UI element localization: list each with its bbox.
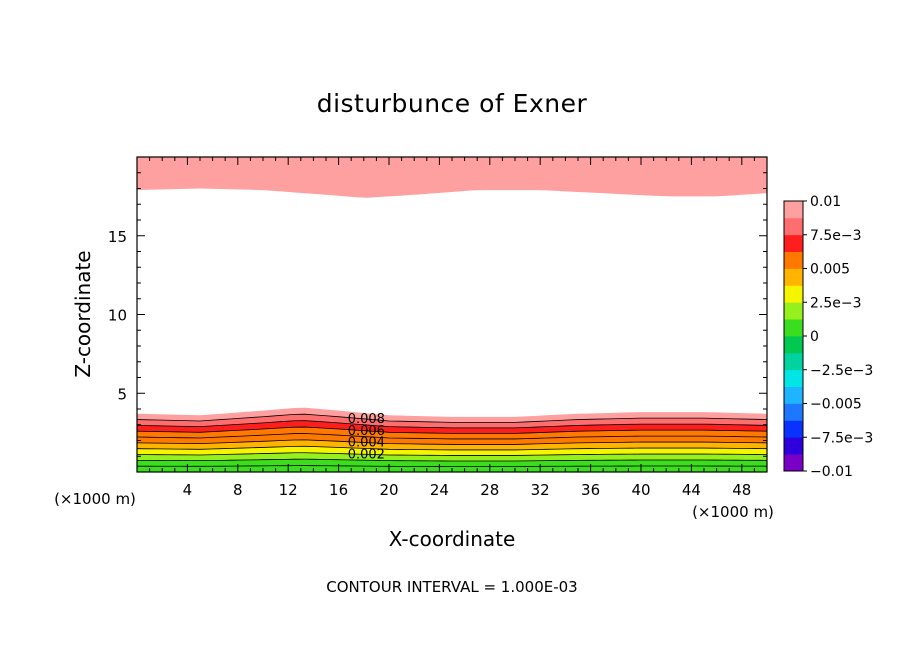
x-tick-label: 24 xyxy=(430,481,449,499)
x-tick-label: 48 xyxy=(732,481,751,499)
contour-line xyxy=(137,445,767,451)
x-tick-label: 8 xyxy=(233,481,243,499)
colorbar-label: 0 xyxy=(810,329,819,345)
colorbar-swatch xyxy=(784,251,803,269)
y-axis: 5 10 15 xyxy=(108,172,767,457)
bottom-band-layer xyxy=(137,427,767,439)
x-tick-label: 32 xyxy=(531,481,550,499)
x-tick-label: 36 xyxy=(581,481,600,499)
x-tick-label: 28 xyxy=(480,481,499,499)
x-unit-left: (×1000 m) xyxy=(54,490,136,508)
colorbar-label: −0.01 xyxy=(810,464,853,480)
contour-label: 0.008 xyxy=(348,412,385,427)
colorbar-swatch xyxy=(784,285,803,303)
x-tick-label: 40 xyxy=(631,481,650,499)
colorbar-label: −2.5e−3 xyxy=(810,363,873,379)
colorbar-label: −7.5e−3 xyxy=(810,430,873,446)
contour-line xyxy=(137,420,767,429)
colorbar-swatch xyxy=(784,336,803,354)
x-tick-label: 16 xyxy=(329,481,348,499)
bottom-band-layer xyxy=(137,420,767,434)
contour-label: 0.004 xyxy=(348,436,385,451)
colorbar-swatch xyxy=(784,403,803,421)
x-tick-label: 4 xyxy=(183,481,193,499)
colorbar-label: −0.005 xyxy=(810,397,862,413)
colorbar-swatch xyxy=(784,302,803,320)
contour-fill-area xyxy=(137,157,767,472)
colorbar: 0.01 7.5e−3 0.005 2.5e−3 0 −2.5e−3 −0.005 −7.5e… xyxy=(783,194,873,480)
x-tick-label: 20 xyxy=(379,481,398,499)
colorbar-swatch xyxy=(784,352,803,371)
bottom-band-layer xyxy=(137,439,767,450)
colorbar-label: 2.5e−3 xyxy=(810,295,862,311)
top-band-inner xyxy=(137,157,767,186)
y-tick-label: 15 xyxy=(108,228,127,246)
colorbar-swatch xyxy=(784,386,803,404)
colorbar-swatch xyxy=(784,420,803,438)
contour-line xyxy=(137,433,767,440)
contour-label: 0.002 xyxy=(348,447,385,462)
colorbar-swatch xyxy=(784,234,803,253)
colorbar-swatch xyxy=(784,369,803,388)
colorbar-swatch xyxy=(784,217,803,236)
colorbar-label: 7.5e−3 xyxy=(810,228,862,244)
colorbar-swatch xyxy=(784,319,803,337)
colorbar-swatch xyxy=(784,454,803,472)
x-tick-label: 44 xyxy=(682,481,701,499)
colorbar-swatch xyxy=(784,201,803,219)
chart-title: disturbunce of Exner xyxy=(317,89,588,118)
contour-line xyxy=(137,465,767,467)
colorbar-label: 0.01 xyxy=(810,194,841,210)
x-tick-label: 12 xyxy=(279,481,298,499)
colorbar-swatch xyxy=(784,437,803,455)
colorbar-label: 0.005 xyxy=(810,262,850,278)
contour-line xyxy=(137,458,767,462)
y-axis-label: Z-coordinate xyxy=(71,250,95,377)
x-axis-label: X-coordinate xyxy=(389,527,516,551)
bottom-band-layer xyxy=(137,459,767,467)
colorbar-swatch xyxy=(784,268,803,286)
contour-line xyxy=(137,413,767,423)
y-tick-label: 10 xyxy=(108,307,127,325)
contour-interval-note: CONTOUR INTERVAL = 1.000E-03 xyxy=(326,578,577,596)
y-tick-label: 5 xyxy=(117,385,127,403)
contour-line xyxy=(137,452,767,456)
contour-line xyxy=(137,426,767,434)
contour-label: 0.006 xyxy=(348,424,385,439)
x-unit-right: (×1000 m) xyxy=(692,503,774,521)
x-axis: 4 8 12 16 20 24 28 32 36 40 44 48 xyxy=(149,157,755,499)
contour-line xyxy=(137,439,767,445)
